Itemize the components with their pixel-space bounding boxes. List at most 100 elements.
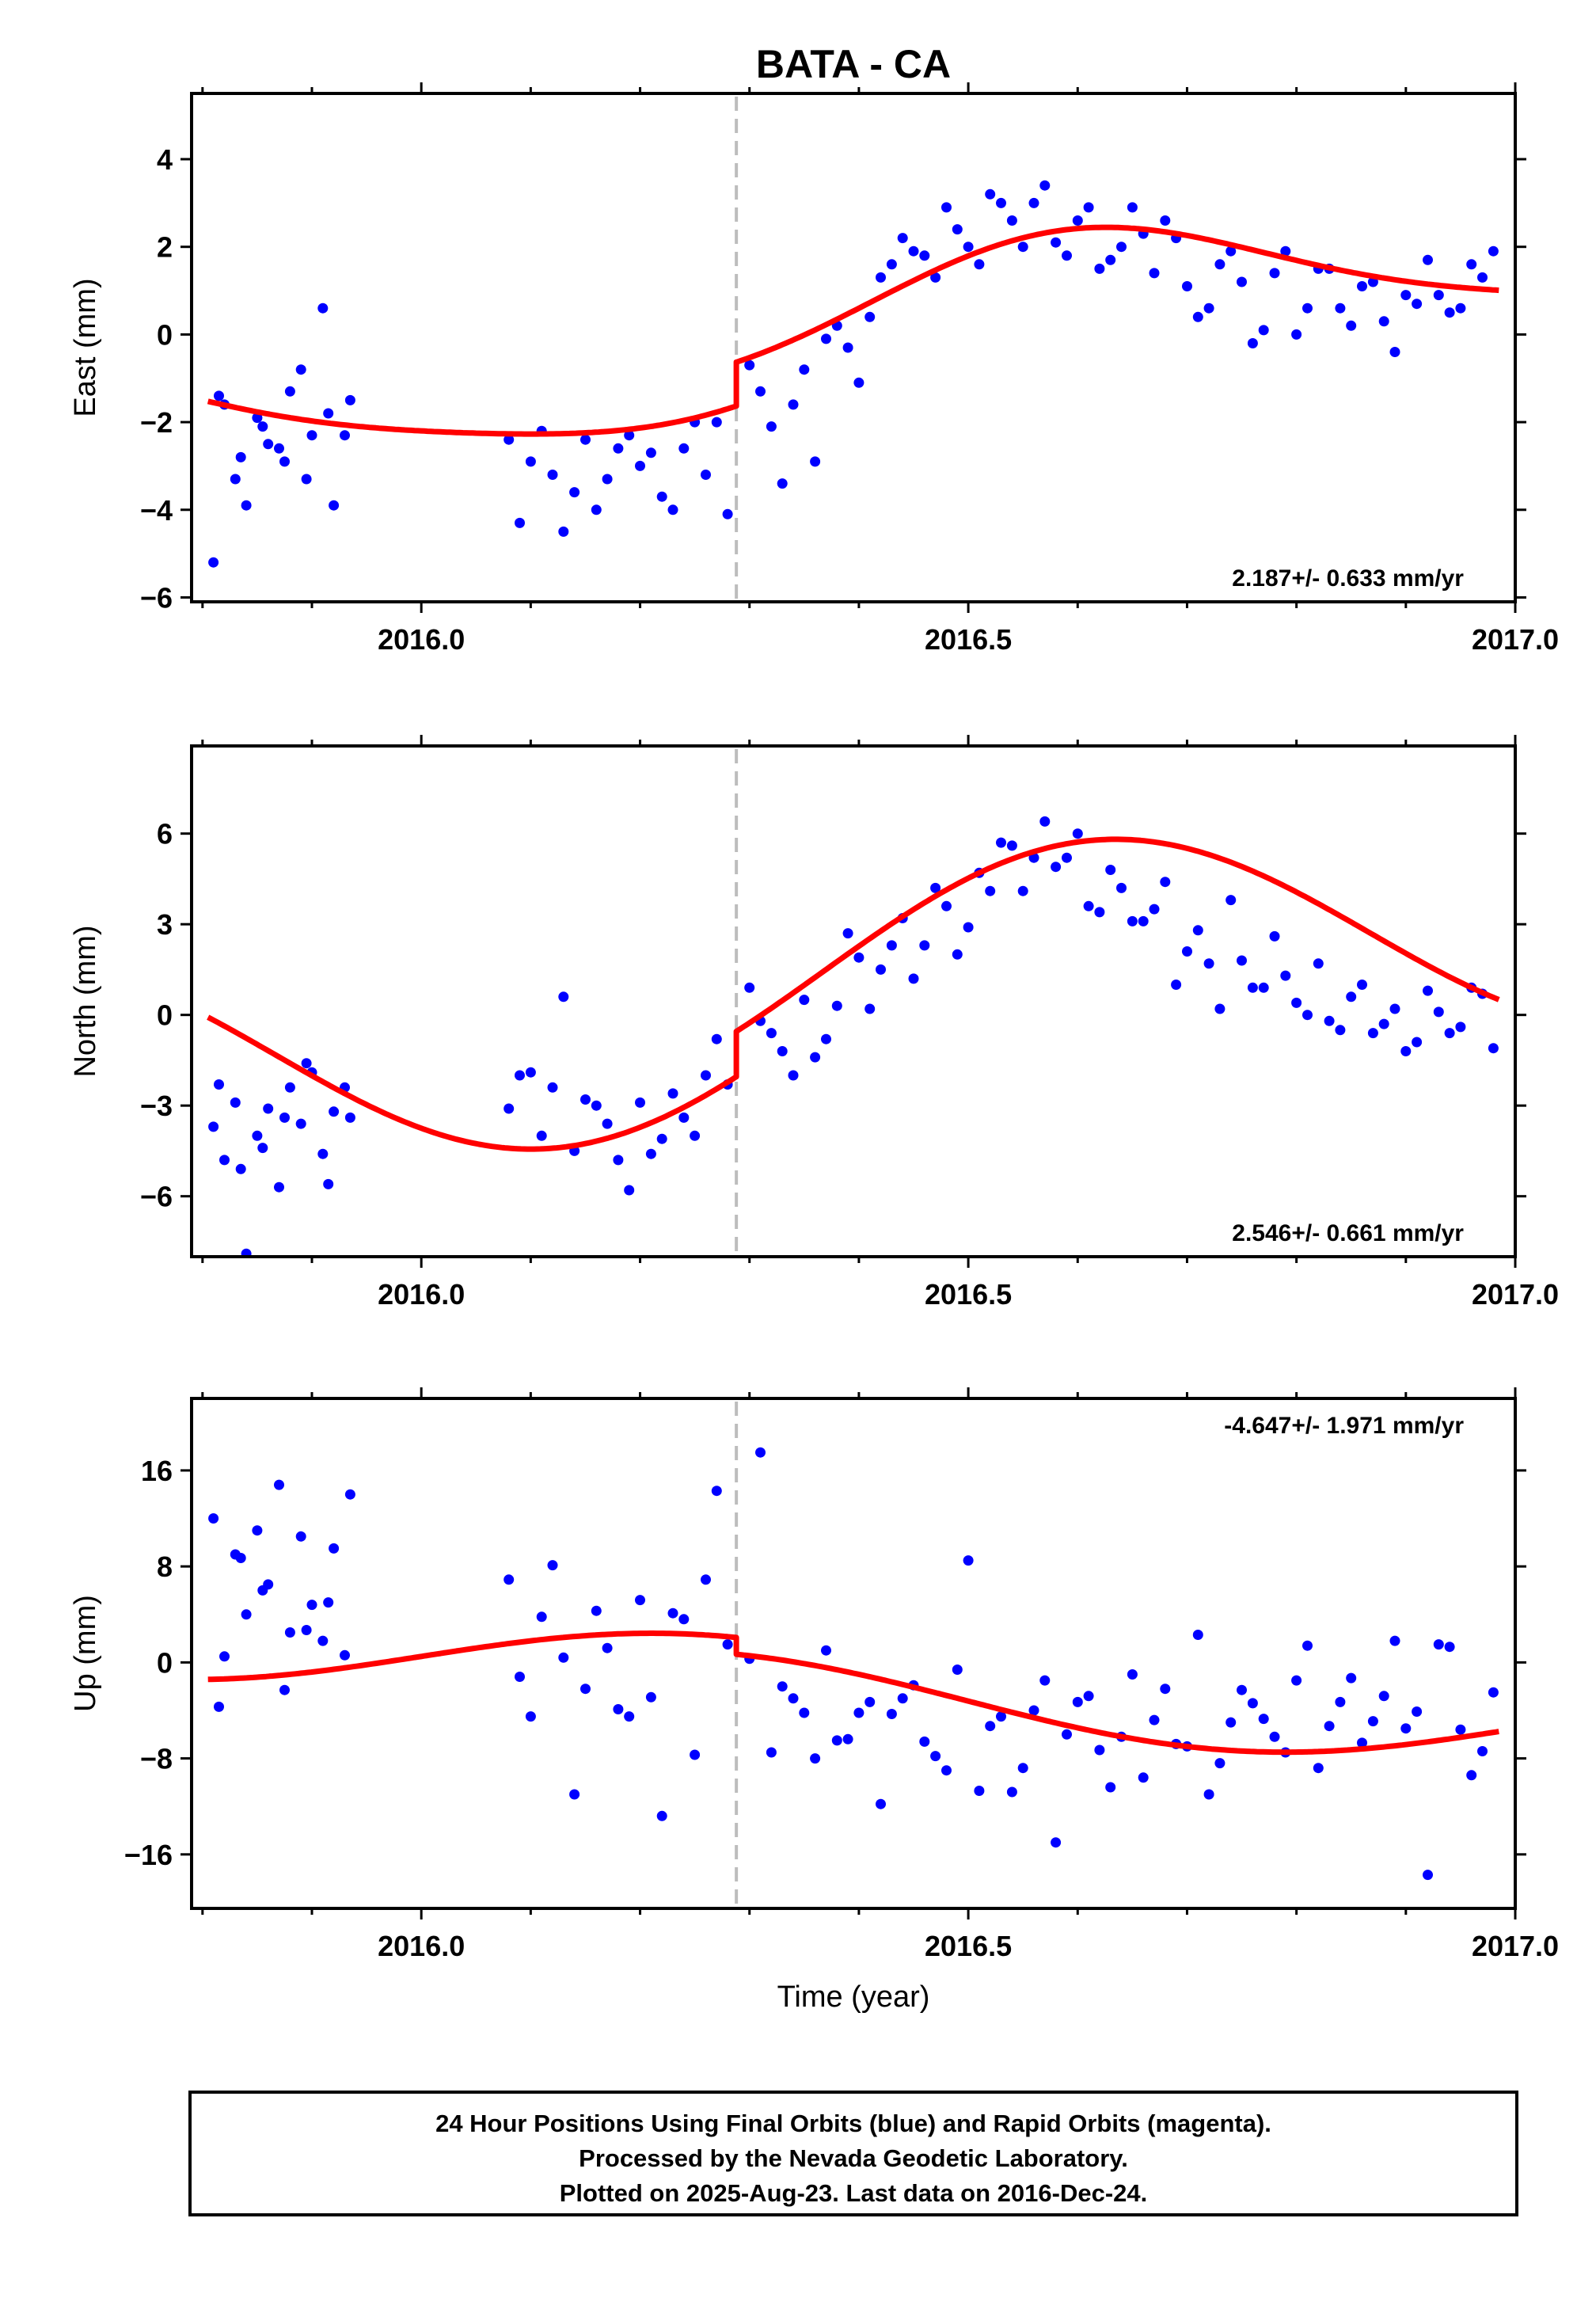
data-point (1357, 1737, 1367, 1748)
y-tick-label: 0 (157, 999, 173, 1032)
data-point (1072, 1696, 1083, 1707)
data-point (963, 922, 974, 933)
data-point (690, 1130, 701, 1141)
rate-label: -4.647+/- 1.971 mm/yr (1224, 1413, 1464, 1439)
data-point (279, 1684, 290, 1695)
data-point (1203, 958, 1214, 969)
data-point (722, 1639, 733, 1650)
data-point (624, 1711, 635, 1722)
data-point (1357, 281, 1367, 291)
data-point (279, 1112, 290, 1123)
data-point (831, 1000, 842, 1011)
data-point (864, 1696, 876, 1707)
data-point (821, 1645, 831, 1656)
data-point (996, 197, 1006, 208)
data-point (1313, 1763, 1324, 1774)
data-point (799, 995, 810, 1006)
data-point (301, 1058, 312, 1069)
data-point (525, 1711, 536, 1722)
data-point (613, 443, 624, 454)
y-axis-label: Up (mm) (69, 1595, 102, 1712)
data-point (1302, 302, 1313, 314)
y-tick-label: −2 (140, 406, 173, 439)
data-point (1488, 1687, 1499, 1698)
data-point (515, 1672, 525, 1682)
data-point (1444, 1642, 1455, 1653)
data-point (1302, 1010, 1313, 1021)
data-point (547, 470, 558, 480)
data-point (1116, 242, 1127, 253)
data-point (1105, 254, 1116, 265)
data-point (1455, 1022, 1466, 1033)
data-point (1006, 840, 1017, 851)
x-tick-label: 2016.5 (925, 1930, 1012, 1962)
data-point (317, 302, 329, 314)
data-point (656, 491, 667, 502)
data-point (1127, 1669, 1138, 1680)
y-axis-label: East (mm) (69, 278, 102, 417)
data-point (208, 557, 219, 568)
data-point (580, 1684, 591, 1695)
data-point (1171, 980, 1182, 990)
footer-frame (188, 2091, 1518, 2216)
data-point (591, 1100, 602, 1111)
data-point (1083, 1691, 1094, 1702)
data-point (274, 1181, 284, 1193)
data-point (645, 1691, 656, 1703)
x-tick-label: 2017.0 (1472, 623, 1559, 656)
data-point (1258, 325, 1269, 336)
data-point (1335, 1696, 1346, 1707)
y-tick-label: −3 (140, 1090, 173, 1122)
data-point (711, 1033, 722, 1044)
data-point (340, 1649, 350, 1661)
data-points (208, 1447, 1499, 1881)
data-point (1324, 1015, 1335, 1026)
data-point (1346, 320, 1357, 331)
y-tick-label: 4 (157, 143, 173, 176)
data-point (536, 1611, 547, 1623)
data-point (821, 333, 831, 344)
y-tick-label: −16 (124, 1839, 173, 1871)
data-point (329, 1106, 340, 1117)
data-point (1039, 180, 1051, 191)
data-point (1488, 245, 1499, 257)
data-point (1477, 272, 1488, 283)
data-point (897, 1693, 908, 1704)
data-point (1127, 915, 1138, 926)
data-point (1400, 290, 1412, 301)
data-point (504, 1574, 515, 1585)
data-point (755, 1447, 766, 1458)
data-point (1160, 877, 1171, 888)
data-point (886, 259, 897, 270)
data-point (1378, 316, 1389, 327)
y-tick-label: −8 (140, 1743, 173, 1775)
data-point (1444, 307, 1455, 318)
data-point (876, 1798, 886, 1809)
data-point (295, 1531, 306, 1542)
data-point (504, 1103, 515, 1114)
data-point (1062, 1729, 1072, 1740)
data-point (701, 1574, 711, 1585)
y-tick-label: −6 (140, 581, 173, 614)
data-point (1280, 245, 1291, 257)
data-point (1291, 997, 1302, 1008)
data-point (930, 1751, 941, 1762)
data-point (279, 456, 290, 467)
data-point (252, 413, 263, 424)
data-point (1423, 254, 1433, 265)
data-point (274, 1479, 284, 1490)
north-panel: 2016.0 2016.5 2017.0 −6 −3 0 3 6 North (mm) 2.546… (69, 735, 1559, 1311)
data-point (1105, 865, 1116, 875)
data-point (252, 1525, 263, 1536)
data-point (1214, 1003, 1226, 1014)
data-point (1237, 955, 1247, 966)
data-point (766, 1028, 777, 1039)
data-point (1160, 215, 1171, 226)
data-point (1346, 1672, 1357, 1684)
data-point (323, 408, 334, 419)
data-point (1455, 1724, 1466, 1735)
data-point (831, 1735, 842, 1746)
data-point (1466, 259, 1477, 270)
data-point (1116, 882, 1127, 893)
data-point (208, 1121, 219, 1132)
